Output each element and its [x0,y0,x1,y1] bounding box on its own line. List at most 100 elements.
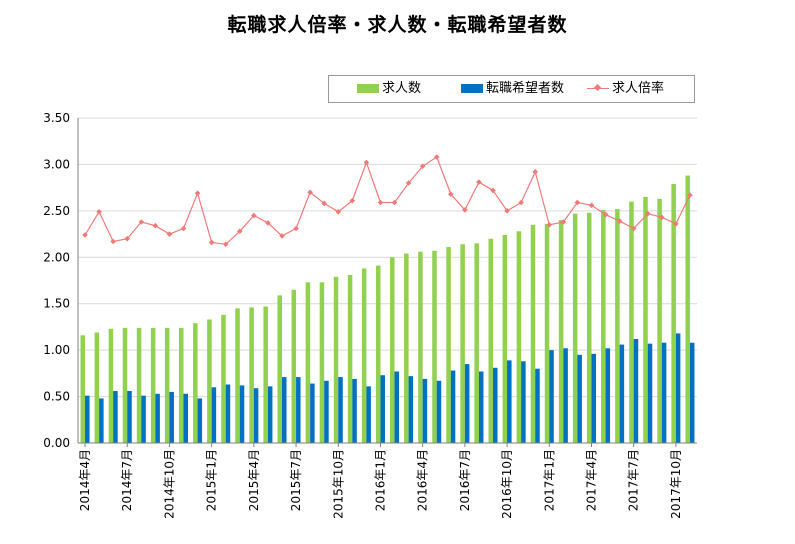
bar-jobs [404,253,409,443]
bar-seekers [239,385,245,443]
bar-jobs [516,231,522,443]
legend-label-seekers: 転職希望者数 [486,81,565,96]
bar-jobs [601,209,606,443]
ratio-point [307,189,313,196]
ratio-point [602,211,609,218]
x-tick-label: 2016年10月 [500,449,514,519]
legend-item-jobs: 求人数 [357,80,421,98]
bar-jobs [179,327,184,443]
bar-jobs [558,220,564,443]
x-tick-label: 2015年10月 [331,449,345,519]
legend-label-ratio: 求人倍率 [612,81,665,96]
bar-jobs [671,183,676,443]
bar-seekers [366,386,371,443]
y-tick-label: 1.00 [43,343,70,357]
bar-seekers [661,342,667,443]
ratio-point [630,225,637,232]
ratio-point [433,154,440,160]
ratio-point [518,199,524,206]
bar-jobs [361,268,367,443]
ratio-point [363,159,370,166]
x-axis-ticks: 2014年4月 2014年7月 2014年10月 2015年1月 2015年4月 2015… [78,443,683,519]
ratio-point [659,214,665,221]
ratio-point [194,190,201,197]
bar-jobs [277,295,282,443]
ratio-point [377,199,384,206]
ratio-point [335,208,342,215]
bar-jobs [390,257,395,443]
bar-seekers [352,378,357,443]
bar-seekers [197,398,203,443]
bar-jobs [432,250,437,443]
bar-seekers [253,388,259,443]
bar-jobs [263,306,268,443]
bar-jobs [446,247,451,443]
bar-jobs [586,212,592,443]
bar-seekers [689,342,695,443]
bar-seekers [535,368,540,443]
legend-item-ratio: 求人倍率 [587,80,664,98]
ratio-point [448,191,454,197]
bar-seekers [507,360,512,443]
series-jobs-bars [80,175,690,444]
ratio-point [546,221,553,228]
bar-jobs [164,327,170,443]
x-tick-label: 2016年1月 [373,449,387,511]
x-tick-label: 2017年4月 [584,449,598,511]
bar-seekers [155,393,160,443]
x-tick-label: 2014年10月 [162,449,176,519]
y-tick-label: 2.50 [43,204,70,218]
y-tick-label: 0.50 [43,390,70,404]
ratio-point [96,208,102,215]
bar-seekers [493,367,498,443]
bar-jobs [474,243,479,443]
bar-jobs [460,244,465,443]
bar-jobs [221,314,226,443]
bar-seekers [563,348,568,443]
ratio-point [251,212,257,219]
legend-swatch-jobs [357,84,379,93]
x-tick-label: 2017年7月 [627,449,641,511]
bar-seekers [296,377,301,443]
bar-seekers [647,343,653,443]
bar-jobs [122,327,128,443]
ratio-point [180,225,187,232]
ratio-point [166,231,173,237]
bar-jobs [375,265,381,443]
bar-jobs [685,175,690,444]
ratio-point [110,238,116,245]
ratio-point [222,241,229,248]
bar-jobs [136,327,142,443]
ratio-point [476,179,482,185]
bar-jobs [193,323,198,443]
bar-jobs [544,223,550,443]
bar-seekers [281,377,287,443]
y-tick-label: 3.50 [43,111,70,125]
bar-jobs [207,319,212,443]
ratio-point [673,221,679,227]
bar-jobs [108,328,114,443]
bar-jobs [572,213,578,443]
bar-seekers [619,344,625,443]
bar-seekers [211,387,217,443]
ratio-point [391,199,398,206]
chart-title: 転職求人倍率・求人数・転職希望者数 [227,14,568,36]
bar-jobs [319,282,325,443]
bar-seekers [324,380,329,443]
bar-seekers [450,370,456,443]
ratio-point [419,163,426,170]
bar-seekers [408,376,414,443]
bar-seekers [464,364,470,443]
bar-jobs [80,335,86,443]
bar-jobs [235,308,240,443]
ratio-point [293,225,299,232]
ratio-point [490,187,496,194]
ratio-point [644,210,651,217]
bar-jobs [418,251,423,443]
ratio-point [349,197,356,204]
bar-jobs [488,238,494,443]
bar-jobs [643,196,648,443]
bar-jobs [629,201,634,443]
bar-seekers [436,380,442,443]
bar-jobs [94,332,100,443]
